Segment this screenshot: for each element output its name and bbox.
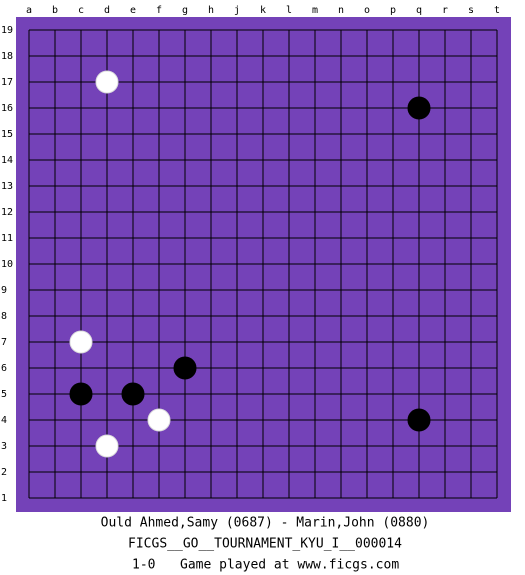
black-stone — [173, 356, 197, 380]
black-stone — [407, 96, 431, 120]
column-label: b — [52, 5, 58, 16]
white-stone — [95, 70, 119, 94]
column-label: j — [234, 5, 240, 16]
column-label: e — [130, 5, 136, 16]
black-stone — [407, 408, 431, 432]
row-label: 5 — [1, 389, 7, 400]
black-stone — [69, 382, 93, 406]
row-label: 1 — [1, 493, 7, 504]
result: 1-0 — [132, 558, 155, 573]
column-label: m — [312, 5, 318, 16]
column-label: f — [156, 5, 162, 16]
row-label: 12 — [1, 207, 13, 218]
row-label: 2 — [1, 467, 7, 478]
column-label: a — [26, 5, 32, 16]
column-label: d — [104, 5, 110, 16]
row-label: 6 — [1, 363, 7, 374]
column-label: s — [468, 5, 474, 16]
row-label: 19 — [1, 25, 13, 36]
row-label: 18 — [1, 51, 13, 62]
row-label: 13 — [1, 181, 13, 192]
column-label: p — [390, 5, 396, 16]
column-label: h — [208, 5, 214, 16]
column-label: t — [494, 5, 500, 16]
column-label: c — [78, 5, 84, 16]
column-label: r — [442, 5, 448, 16]
site: Game played at www.ficgs.com — [180, 558, 399, 573]
row-label: 11 — [1, 233, 13, 244]
row-label: 7 — [1, 337, 7, 348]
white-stone — [69, 330, 93, 354]
row-label: 8 — [1, 311, 7, 322]
event: FICGS__GO__TOURNAMENT_KYU_I__000014 — [128, 537, 402, 552]
white-stone — [147, 408, 171, 432]
column-label: l — [286, 5, 292, 16]
row-label: 4 — [1, 415, 7, 426]
column-label: g — [182, 5, 188, 16]
black-stone — [121, 382, 145, 406]
row-label: 16 — [1, 103, 13, 114]
column-label: q — [416, 5, 422, 16]
row-label: 15 — [1, 129, 13, 140]
row-label: 17 — [1, 77, 13, 88]
white-stone — [95, 434, 119, 458]
row-label: 9 — [1, 285, 7, 296]
column-label: o — [364, 5, 370, 16]
row-label: 3 — [1, 441, 7, 452]
column-label: n — [338, 5, 344, 16]
column-label: k — [260, 5, 266, 16]
row-label: 10 — [1, 259, 13, 270]
players: Ould Ahmed,Samy (0687) - Marin,John (088… — [101, 516, 430, 531]
row-label: 14 — [1, 155, 13, 166]
